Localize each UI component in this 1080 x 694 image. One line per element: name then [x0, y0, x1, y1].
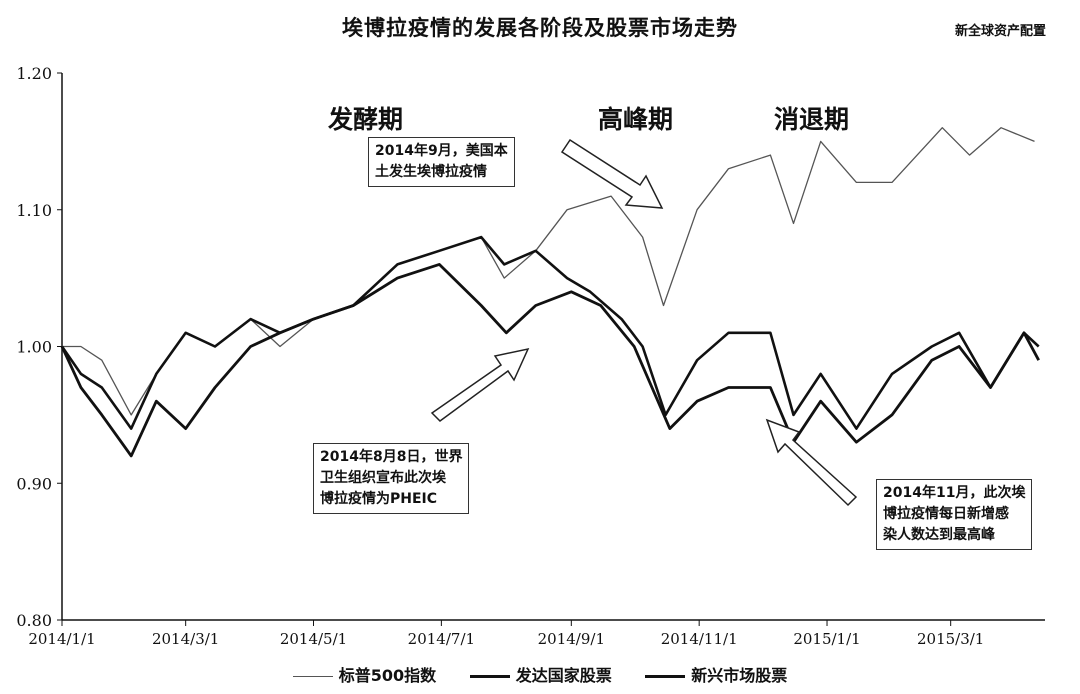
series-line-developed — [60, 235, 1040, 430]
y-tick-label: 0.80 — [16, 611, 52, 630]
legend-swatch-sp500 — [292, 676, 333, 677]
source-watermark: 新全球资产配置 — [954, 24, 1046, 39]
arrow-pheic — [430, 347, 530, 422]
x-tick-label: 2014/1/1 — [28, 630, 95, 648]
series-line-emerging — [60, 263, 1040, 458]
x-tick-label: 2014/11/1 — [661, 630, 738, 648]
phase-label-decline: 消退期 — [774, 105, 849, 134]
annotation-pheic: 2014年8月8日，世界 卫生组织宣布此次埃 博拉疫情为PHEIC — [313, 443, 470, 514]
x-tick-label: 2014/7/1 — [408, 630, 475, 648]
legend-swatch-developed — [469, 675, 510, 678]
x-tick-label: 2014/9/1 — [538, 630, 605, 648]
x-tick-label: 2014/5/1 — [280, 630, 347, 648]
annotation-peak-infection: 2014年11月，此次埃 博拉疫情每日新增感 染人数达到最高峰 — [876, 479, 1033, 550]
x-tick-label: 2014/3/1 — [152, 630, 219, 648]
chart-title: 埃博拉疫情的发展各阶段及股票市场走势 — [342, 16, 738, 40]
legend: 标普500指数 发达国家股票 新兴市场股票 — [0, 662, 1080, 686]
legend-swatch-emerging — [645, 675, 686, 678]
x-tick-label: 2015/1/1 — [793, 630, 860, 648]
y-tick-label: 0.90 — [16, 474, 52, 493]
legend-label-developed: 发达国家股票 — [515, 666, 612, 685]
legend-item-emerging: 新兴市场股票 — [645, 662, 787, 686]
phase-label-peak: 高峰期 — [598, 105, 673, 134]
y-tick-label: 1.00 — [16, 338, 52, 357]
legend-item-developed: 发达国家股票 — [469, 662, 612, 686]
y-tick-label: 1.10 — [16, 201, 52, 220]
legend-label-emerging: 新兴市场股票 — [691, 666, 788, 685]
annotation-us-outbreak: 2014年9月，美国本 土发生埃博拉疫情 — [368, 137, 515, 187]
arrow-to-peak — [560, 138, 664, 209]
series-line-sp500 — [62, 127, 1035, 416]
x-tick-label: 2015/3/1 — [917, 630, 984, 648]
y-tick-label: 1.20 — [16, 64, 52, 83]
phase-label-fermentation: 发酵期 — [327, 105, 403, 134]
legend-label-sp500: 标普500指数 — [338, 666, 437, 685]
arrow-peak-infection — [765, 418, 858, 507]
legend-item-sp500: 标普500指数 — [292, 662, 437, 686]
